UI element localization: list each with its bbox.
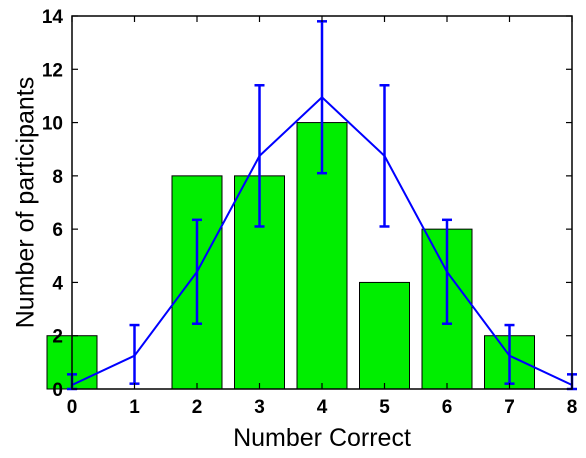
x-tick-label: 6 [442, 397, 453, 418]
x-tick-label: 0 [67, 397, 78, 418]
x-tick-label: 7 [504, 397, 515, 418]
line-group [67, 20, 577, 391]
bar-group [46, 122, 535, 390]
y-axis-label: Number of participants [12, 77, 40, 329]
y-tick-label: 4 [52, 273, 63, 294]
x-tick-label: 2 [192, 397, 203, 418]
x-tick-label: 1 [129, 397, 140, 418]
y-tick-label: 12 [42, 60, 63, 81]
x-tick-label: 3 [254, 397, 265, 418]
y-tick-label: 0 [52, 380, 63, 401]
y-tick-label: 6 [52, 220, 63, 241]
y-tick-label: 10 [42, 114, 63, 135]
bar [359, 281, 410, 390]
y-tick-label: 14 [42, 7, 64, 28]
x-tick-label: 4 [317, 397, 328, 418]
y-tick-label: 2 [52, 327, 63, 348]
x-tick-label: 5 [379, 397, 390, 418]
x-axis-label: Number Correct [233, 424, 411, 452]
y-tick-label: 8 [52, 167, 63, 188]
x-tick-label: 8 [567, 397, 578, 418]
